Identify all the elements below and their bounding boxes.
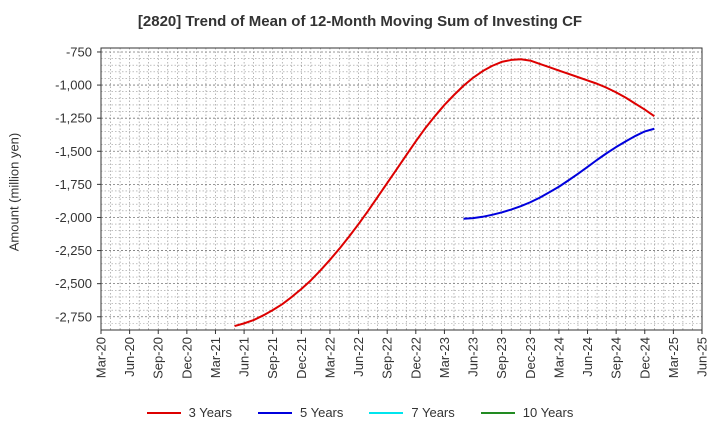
x-tick-label: Jun-23 [466, 337, 481, 377]
legend-label: 3 Years [188, 405, 232, 420]
y-axis: -750 -1,000 -1,250 -1,500 -1,750 -2,000 -2,250… [55, 44, 101, 324]
plot-area [101, 48, 702, 330]
x-tick-label: Jun-21 [237, 337, 252, 377]
y-tick-label: -1,000 [55, 78, 92, 93]
grid-lines [101, 48, 702, 331]
series-lines [234, 58, 655, 327]
x-tick-label: Mar-25 [666, 337, 681, 378]
x-tick-label: Sep-21 [265, 337, 280, 379]
legend-swatch [146, 411, 181, 414]
x-tick-label: Jun-24 [580, 337, 595, 377]
y-tick-label: -1,250 [55, 111, 92, 126]
legend-swatch [369, 411, 404, 414]
legend-item-10-years: 10 Years [480, 405, 574, 420]
x-tick-label: Jun-20 [122, 337, 137, 377]
x-tick-label: Mar-24 [551, 337, 566, 378]
legend-item-5-years: 5 Years [258, 405, 343, 420]
x-tick-label: Mar-23 [437, 337, 452, 378]
x-tick-label: Jun-25 [695, 337, 710, 377]
x-tick-label: Mar-21 [208, 337, 223, 378]
x-tick-label: Dec-23 [523, 337, 538, 379]
x-axis: Mar-20 Jun-20 Sep-20 Dec-20 Mar-21 Jun-21 Sep-… [94, 330, 710, 379]
y-tick-label: -2,500 [55, 276, 92, 291]
legend-item-3-years: 3 Years [146, 405, 232, 420]
x-tick-label: Dec-21 [294, 337, 309, 379]
y-tick-label: -2,250 [55, 243, 92, 258]
plot-border [100, 47, 703, 331]
legend-swatch [480, 411, 515, 414]
y-tick-label: -2,000 [55, 210, 92, 225]
y-tick-label: -2,750 [55, 309, 92, 324]
legend-label: 5 Years [300, 405, 344, 420]
legend-swatch [258, 411, 292, 414]
x-tick-label: Dec-22 [408, 337, 423, 379]
x-tick-label: Sep-24 [609, 337, 624, 379]
x-tick-label: Dec-20 [179, 337, 194, 379]
series-line-5-years [463, 127, 655, 220]
x-tick-label: Sep-20 [151, 337, 166, 379]
legend-label: 10 Years [522, 405, 574, 420]
y-tick-label: -1,750 [55, 177, 92, 192]
legend-item-7-years: 7 Years [369, 405, 455, 420]
series-line-3-years [234, 58, 655, 327]
x-tick-label: Jun-22 [351, 337, 366, 377]
x-tick-label: Sep-23 [494, 337, 509, 379]
legend: 3 Years 5 Years 7 Years 10 Years [0, 405, 720, 420]
y-tick-label: -750 [66, 44, 92, 59]
x-tick-label: Mar-20 [94, 337, 109, 378]
x-tick-label: Sep-22 [380, 337, 395, 379]
x-tick-label: Mar-22 [322, 337, 337, 378]
x-tick-label: Dec-24 [637, 337, 652, 379]
y-tick-label: -1,500 [55, 144, 92, 159]
legend-label: 7 Years [411, 405, 455, 420]
chart-title: [2820] Trend of Mean of 12-Month Moving … [137, 13, 583, 30]
